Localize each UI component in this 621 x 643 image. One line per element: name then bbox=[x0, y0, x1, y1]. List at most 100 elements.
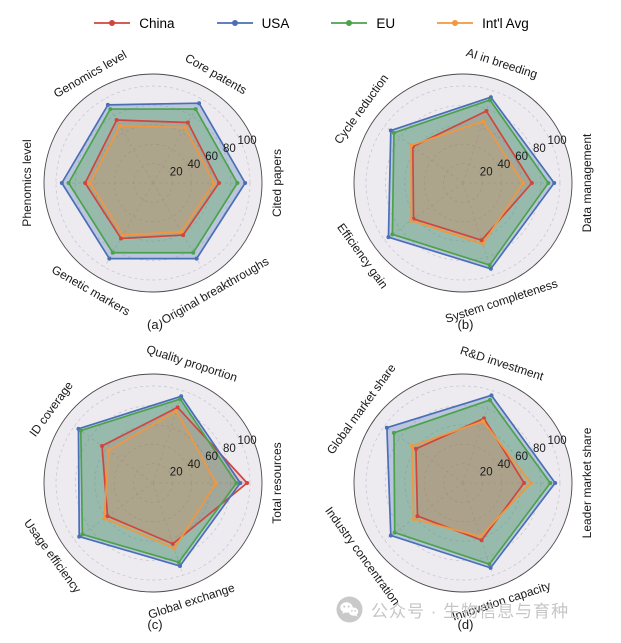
series-marker bbox=[415, 514, 420, 519]
series-marker bbox=[488, 266, 493, 271]
series-marker bbox=[212, 181, 217, 185]
legend-label: China bbox=[139, 15, 175, 31]
legend-marker-icon bbox=[216, 20, 253, 26]
series-line-int-l-avg bbox=[103, 410, 217, 550]
series-marker bbox=[243, 181, 248, 185]
series-marker bbox=[388, 128, 393, 133]
series-area-int-l-avg bbox=[411, 421, 531, 537]
radial-tick-label: 40 bbox=[188, 459, 201, 471]
series-marker bbox=[179, 229, 184, 234]
legend-item-int-l-avg: Int'l Avg bbox=[435, 16, 529, 31]
series-area-int-l-avg bbox=[89, 125, 215, 236]
grid-spoke bbox=[384, 425, 464, 484]
axis-label: Leader market share bbox=[580, 427, 594, 538]
series-marker bbox=[178, 397, 183, 402]
grid-circle bbox=[75, 405, 231, 561]
series-line-int-l-avg bbox=[410, 120, 524, 245]
series-marker bbox=[181, 233, 186, 238]
radial-tick-label: 40 bbox=[498, 159, 511, 171]
series-marker bbox=[391, 130, 396, 135]
series-marker bbox=[478, 534, 483, 539]
legend-marker-icon bbox=[94, 20, 131, 26]
grid-spoke bbox=[74, 482, 154, 541]
axis-label: Cited papers bbox=[270, 149, 284, 217]
series-marker bbox=[521, 181, 526, 185]
grid-spoke bbox=[462, 90, 494, 184]
panel-c: 20 40 60 80 100 Total resources Quality propor… bbox=[0, 335, 310, 635]
series-marker bbox=[235, 181, 240, 185]
series-marker bbox=[390, 232, 395, 237]
legend-item-china: China bbox=[92, 15, 175, 31]
series-marker bbox=[487, 562, 492, 567]
series-marker bbox=[80, 532, 85, 537]
series-marker bbox=[234, 481, 239, 485]
radial-tick-label: 80 bbox=[223, 143, 236, 155]
series-marker bbox=[216, 181, 221, 185]
series-line-usa bbox=[386, 394, 556, 569]
radial-tick-label: 100 bbox=[238, 135, 257, 147]
series-line-china bbox=[411, 110, 533, 242]
grid-circle bbox=[385, 405, 541, 561]
grid-spoke bbox=[462, 482, 494, 576]
legend-label: Int'l Avg bbox=[482, 15, 529, 31]
radial-tick-label: 20 bbox=[480, 467, 493, 479]
series-marker bbox=[83, 181, 88, 185]
radial-tick-label: 20 bbox=[170, 467, 183, 479]
series-marker bbox=[185, 120, 190, 125]
series-marker bbox=[386, 235, 391, 240]
series-marker bbox=[479, 538, 484, 543]
radial-tick-label: 100 bbox=[548, 435, 567, 447]
series-marker bbox=[170, 541, 175, 546]
series-marker bbox=[197, 101, 202, 106]
grid-spoke bbox=[104, 98, 154, 184]
series-marker bbox=[384, 425, 389, 430]
series-marker bbox=[391, 430, 396, 435]
panel-caption-b: (b) bbox=[457, 317, 474, 332]
radar-grid: 20 40 60 80 100 Cited papers Core patents Genom… bbox=[0, 35, 621, 635]
grid-circle bbox=[404, 424, 522, 542]
grid-circle bbox=[75, 105, 231, 261]
series-marker bbox=[110, 250, 115, 255]
radial-tick-label: 20 bbox=[480, 167, 493, 179]
series-marker bbox=[102, 516, 107, 521]
series-marker bbox=[118, 236, 123, 241]
series-marker bbox=[114, 117, 119, 122]
series-line-int-l-avg bbox=[411, 420, 532, 538]
series-line-eu bbox=[393, 399, 552, 566]
series-marker bbox=[553, 481, 558, 485]
series-marker bbox=[108, 107, 113, 112]
panel-a: 20 40 60 80 100 Cited papers Core patents Genom… bbox=[0, 35, 310, 335]
series-marker bbox=[172, 546, 177, 551]
panel-d: 20 40 60 80 100 Leader market share R&D invest… bbox=[310, 335, 621, 635]
series-marker bbox=[66, 181, 71, 185]
radial-tick-label: 20 bbox=[170, 167, 183, 179]
series-area-int-l-avg bbox=[104, 411, 217, 549]
series-marker bbox=[183, 125, 188, 130]
series-marker bbox=[105, 514, 110, 519]
series-area-int-l-avg bbox=[411, 121, 524, 244]
series-area-china bbox=[415, 418, 525, 541]
legend-item-eu: EU bbox=[329, 16, 395, 31]
series-marker bbox=[118, 123, 123, 128]
grid-spoke bbox=[74, 425, 154, 484]
radial-tick-label: 40 bbox=[188, 159, 201, 171]
grid-spoke bbox=[462, 390, 494, 484]
series-marker bbox=[487, 97, 492, 102]
legend-item-usa: USA bbox=[215, 15, 290, 31]
grid-spoke bbox=[152, 98, 202, 184]
panel-caption-d: (d) bbox=[457, 617, 474, 632]
series-line-usa bbox=[387, 96, 556, 270]
series-marker bbox=[214, 481, 219, 485]
series-line-usa bbox=[77, 395, 242, 567]
series-area-usa bbox=[386, 395, 556, 568]
series-marker bbox=[191, 250, 196, 255]
series-marker bbox=[413, 446, 418, 451]
series-marker bbox=[87, 181, 92, 185]
series-marker bbox=[552, 181, 557, 185]
series-marker bbox=[174, 409, 179, 414]
legend-label: USA bbox=[261, 15, 290, 31]
series-marker bbox=[238, 481, 243, 485]
series-marker bbox=[99, 443, 104, 448]
series-marker bbox=[78, 428, 83, 433]
